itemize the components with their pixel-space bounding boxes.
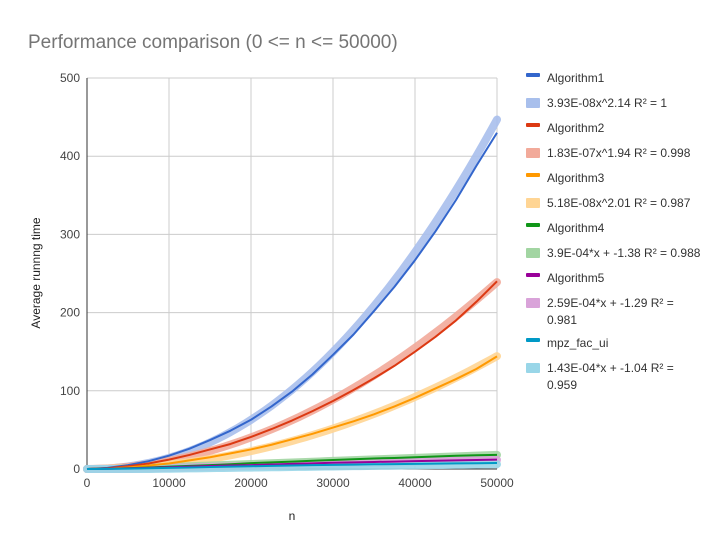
axes [86, 78, 497, 470]
legend-item: Algorithm2 [526, 121, 605, 135]
series-line-algorithm3 [86, 355, 498, 470]
series-lines [86, 132, 498, 470]
legend-swatch [526, 298, 540, 308]
legend-label: 1.43E-04*x + -1.04 R² = [547, 361, 674, 375]
x-tick-label: 50000 [480, 476, 514, 490]
y-tick-label: 300 [60, 227, 80, 241]
legend-item: 1.83E-07x^1.94 R² = 0.998 [526, 146, 691, 160]
legend-label: Algorithm5 [547, 271, 605, 285]
legend-item: Algorithm5 [526, 271, 605, 285]
x-tick-label: 30000 [316, 476, 350, 490]
series-line-algorithm2 [86, 280, 498, 470]
legend-swatch [526, 273, 540, 277]
x-axis-label: n [289, 509, 296, 523]
chart-title: Performance comparison (0 <= n <= 50000) [28, 32, 398, 53]
legend-item: 3.93E-08x^2.14 R² = 1 [526, 96, 667, 110]
legend-item: 1.43E-04*x + -1.04 R² = 0.959 [526, 361, 674, 392]
series-line-mpz-fac-ui [86, 462, 498, 470]
trendline-3 [83, 352, 501, 473]
trendlines [83, 115, 501, 473]
legend-swatch [526, 73, 540, 77]
legend-label: mpz_fac_ui [547, 336, 608, 350]
legend-swatch [526, 148, 540, 158]
x-tick-label: 20000 [234, 476, 268, 490]
legend-item: Algorithm1 [526, 71, 605, 85]
grid [87, 77, 498, 469]
legend-label: 2.59E-04*x + -1.29 R² = [547, 296, 674, 310]
y-tick-label: 400 [60, 149, 80, 163]
legend-item: Algorithm4 [526, 221, 605, 235]
x-tick-label: 40000 [398, 476, 432, 490]
y-tick-label: 100 [60, 384, 80, 398]
legend-label: 3.9E-04*x + -1.38 R² = 0.988 [547, 246, 701, 260]
tick-labels: 0 100 200 300 400 500 0 10000 20000 30000 40000 500… [60, 71, 514, 490]
legend-label: Algorithm4 [547, 221, 605, 235]
y-tick-label: 500 [60, 71, 80, 85]
legend-swatch [526, 123, 540, 127]
legend: Algorithm1 3.93E-08x^2.14 R² = 1 Algorithm… [526, 71, 701, 392]
legend-swatch [526, 98, 540, 108]
legend-label: 1.83E-07x^1.94 R² = 0.998 [547, 146, 691, 160]
legend-item: 5.18E-08x^2.01 R² = 0.987 [526, 196, 691, 210]
legend-label-line2: 0.981 [547, 313, 577, 327]
x-tick-label: 10000 [152, 476, 186, 490]
legend-label: 5.18E-08x^2.01 R² = 0.987 [547, 196, 691, 210]
legend-swatch [526, 248, 540, 258]
legend-swatch [526, 198, 540, 208]
series-line-algorithm1 [86, 132, 498, 470]
legend-swatch [526, 173, 540, 177]
legend-swatch [526, 338, 540, 342]
x-tick-label: 0 [84, 476, 91, 490]
legend-swatch [526, 223, 540, 227]
legend-label: Algorithm2 [547, 121, 605, 135]
legend-item: 2.59E-04*x + -1.29 R² = 0.981 [526, 296, 674, 327]
y-tick-label: 0 [73, 462, 80, 476]
legend-item: Algorithm3 [526, 171, 605, 185]
legend-label: 3.93E-08x^2.14 R² = 1 [547, 96, 667, 110]
y-axis-label: Average runnng time [29, 217, 43, 329]
y-tick-label: 200 [60, 306, 80, 320]
legend-item: 3.9E-04*x + -1.38 R² = 0.988 [526, 246, 701, 260]
legend-item: mpz_fac_ui [526, 336, 608, 350]
legend-label: Algorithm1 [547, 71, 605, 85]
legend-swatch [526, 363, 540, 373]
legend-label-line2: 0.959 [547, 378, 577, 392]
legend-label: Algorithm3 [547, 171, 605, 185]
